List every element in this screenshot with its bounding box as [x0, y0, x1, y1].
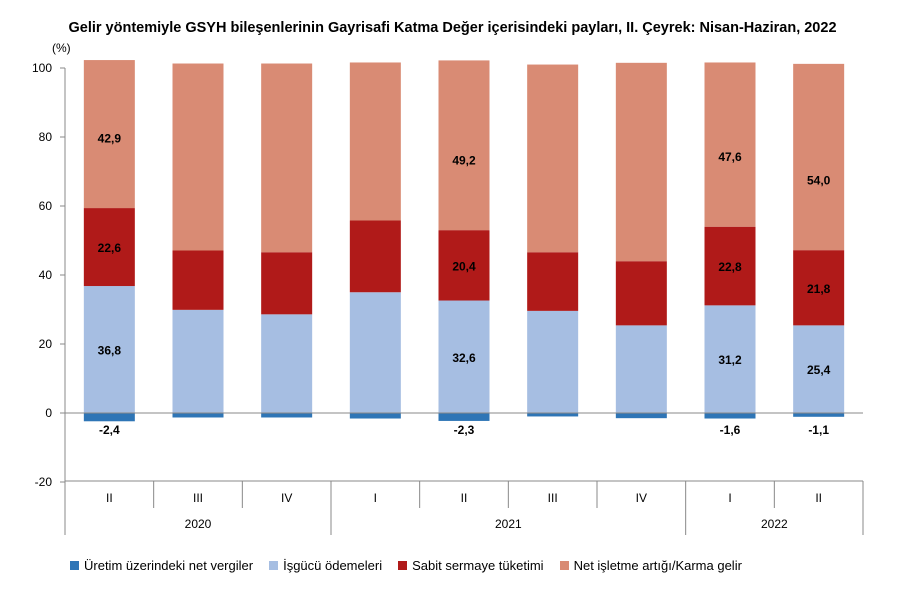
- bar-segment-4: [349, 62, 401, 221]
- year-label: 2020: [185, 517, 212, 531]
- bar-segment-2: [527, 310, 579, 413]
- legend-label: Üretim üzerindeki net vergiler: [84, 558, 254, 573]
- data-label: 32,6: [452, 351, 476, 365]
- bar-segment-1: [615, 413, 667, 419]
- data-label: 54,0: [807, 174, 831, 188]
- x-tick-label: II: [461, 491, 468, 505]
- x-tick-label: I: [374, 491, 377, 505]
- bar-segment-2: [172, 309, 224, 413]
- x-tick-label: II: [815, 491, 822, 505]
- legend-item: Üretim üzerindeki net vergiler: [70, 558, 253, 573]
- bar-segment-3: [83, 208, 135, 287]
- x-tick-label: IV: [281, 491, 292, 505]
- bar-segment-1: [438, 413, 490, 421]
- bar-segment-3: [615, 261, 667, 326]
- y-tick-label: 100: [32, 61, 52, 75]
- bar-segment-1: [527, 413, 579, 417]
- bar-segment-3: [438, 230, 490, 301]
- bar-segment-4: [83, 60, 135, 209]
- bar-segment-1: [83, 413, 135, 422]
- year-label: 2022: [761, 517, 788, 531]
- bar-segment-1: [172, 413, 224, 418]
- chart-legend: Üretim üzerindeki net vergiler İşgücü öde…: [70, 558, 758, 573]
- bar-segment-3: [172, 250, 224, 310]
- chart-title: Gelir yöntemiyle GSYH bileşenlerinin Gay…: [68, 20, 837, 36]
- data-label: 25,4: [807, 363, 831, 377]
- bar-segment-2: [704, 305, 756, 413]
- bar-segment-2: [438, 300, 490, 413]
- legend-swatch: [269, 561, 279, 570]
- bar-segment-3: [793, 250, 845, 326]
- bar-segment-2: [349, 292, 401, 413]
- bar-segment-4: [704, 62, 756, 227]
- legend-label: Net işletme artığı/Karma gelir: [573, 558, 742, 573]
- y-tick-label: 0: [45, 406, 52, 420]
- y-axis-label: (%): [52, 41, 71, 55]
- y-tick-label: 80: [39, 130, 53, 144]
- y-tick-label: 20: [39, 337, 53, 351]
- data-label: -2,4: [99, 423, 120, 437]
- data-label: 22,8: [718, 260, 742, 274]
- bar-segment-4: [438, 60, 490, 231]
- y-tick-label: 60: [39, 199, 53, 213]
- legend-swatch: [398, 561, 408, 570]
- year-label: 2021: [495, 517, 522, 531]
- x-tick-label: IV: [636, 491, 647, 505]
- bar-segment-4: [793, 63, 845, 251]
- bar-segment-2: [83, 286, 135, 413]
- data-label: 42,9: [98, 132, 122, 146]
- bar-segment-1: [704, 413, 756, 419]
- bar-segment-3: [527, 252, 579, 311]
- bar-segment-3: [349, 220, 401, 293]
- legend-item: Net işletme artığı/Karma gelir: [559, 558, 742, 573]
- x-tick-label: III: [548, 491, 558, 505]
- bar-segment-4: [615, 62, 667, 262]
- bar-segment-2: [615, 325, 667, 413]
- bar-segment-3: [704, 226, 756, 306]
- data-label: 31,2: [718, 353, 742, 367]
- legend-item: İşgücü ödemeleri: [269, 558, 382, 573]
- data-label: 49,2: [452, 154, 476, 168]
- bar-segment-2: [793, 325, 845, 413]
- bar-segment-1: [261, 413, 313, 418]
- x-tick-label: I: [728, 491, 731, 505]
- bar-segment-4: [261, 63, 313, 253]
- data-label: 20,4: [452, 259, 476, 273]
- x-tick-label: III: [193, 491, 203, 505]
- y-tick-label: 40: [39, 268, 53, 282]
- bar-segment-1: [793, 413, 845, 417]
- legend-label: Sabit sermaye tüketimi: [412, 558, 544, 573]
- bar-segment-4: [527, 64, 579, 253]
- y-tick-label: -20: [35, 475, 53, 489]
- data-label: 22,6: [98, 241, 122, 255]
- legend-item: Sabit sermaye tüketimi: [398, 558, 544, 573]
- data-label: -1,6: [720, 423, 741, 437]
- legend-label: İşgücü ödemeleri: [283, 558, 383, 573]
- data-label: -2,3: [454, 423, 475, 437]
- x-tick-label: II: [106, 491, 113, 505]
- data-label: 36,8: [98, 344, 122, 358]
- data-label: 47,6: [718, 150, 742, 164]
- data-label: 21,8: [807, 282, 831, 296]
- data-label: -1,1: [808, 423, 829, 437]
- bar-segment-1: [349, 413, 401, 419]
- legend-swatch: [70, 561, 79, 570]
- bar-segment-4: [172, 63, 224, 251]
- legend-swatch: [559, 561, 569, 570]
- bar-segment-2: [261, 314, 313, 413]
- bar-segment-3: [261, 252, 313, 315]
